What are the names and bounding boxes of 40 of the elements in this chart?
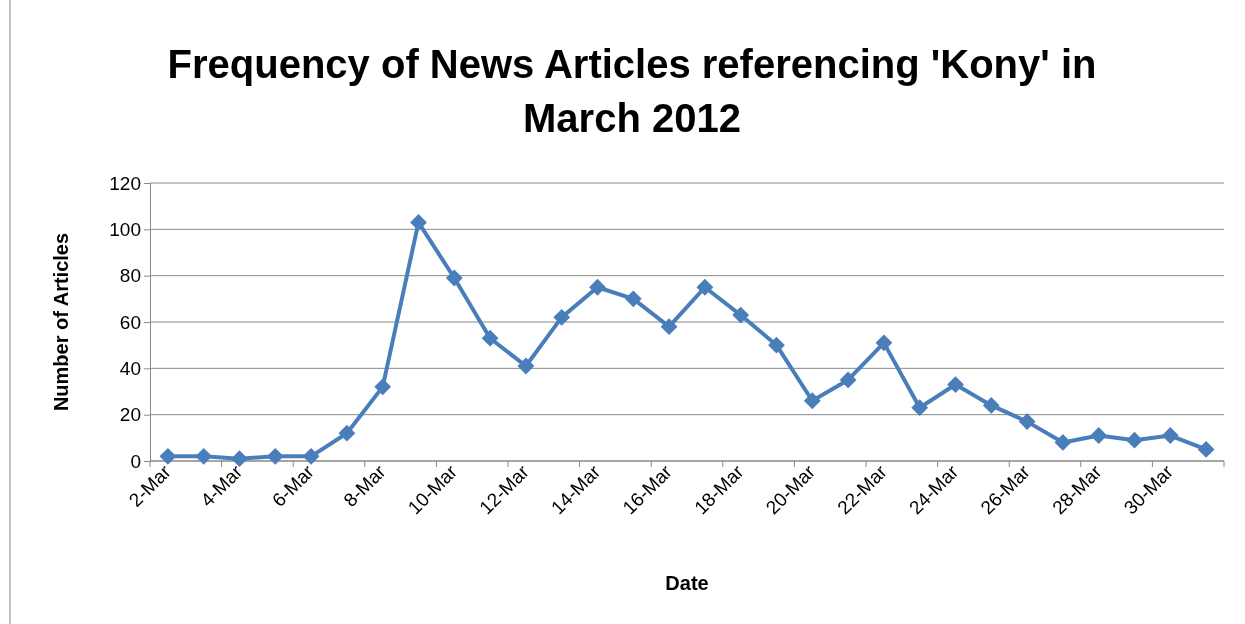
point bbox=[195, 447, 213, 465]
point bbox=[982, 397, 1000, 414]
point bbox=[839, 371, 857, 389]
point bbox=[410, 213, 427, 231]
point bbox=[517, 357, 535, 375]
point bbox=[875, 334, 893, 352]
point bbox=[911, 399, 929, 417]
point bbox=[1054, 434, 1072, 451]
point bbox=[302, 447, 320, 465]
point bbox=[947, 376, 964, 393]
y-tick-label: 40 bbox=[119, 357, 141, 379]
y-tick-label: 20 bbox=[119, 404, 141, 426]
point bbox=[589, 278, 606, 296]
y-tick-label: 100 bbox=[109, 218, 141, 240]
point bbox=[266, 447, 284, 465]
point bbox=[1161, 427, 1179, 444]
point bbox=[1126, 431, 1143, 449]
point bbox=[696, 278, 714, 296]
point bbox=[231, 450, 248, 468]
chart-title: Frequency of News Articles referencing 'Kony' in March 2012 bbox=[167, 42, 1097, 140]
point bbox=[338, 424, 356, 442]
y-tick-label: 120 bbox=[109, 172, 141, 194]
point bbox=[732, 306, 750, 324]
point bbox=[481, 329, 499, 347]
y-axis-title: Number of Articles bbox=[50, 232, 72, 412]
point bbox=[624, 290, 642, 308]
point bbox=[803, 392, 821, 410]
y-tick-label: 80 bbox=[119, 265, 141, 287]
point bbox=[159, 447, 177, 465]
point bbox=[768, 336, 785, 354]
point bbox=[1090, 427, 1108, 444]
point bbox=[660, 318, 678, 336]
point bbox=[445, 269, 463, 287]
point bbox=[553, 308, 571, 326]
point bbox=[1018, 413, 1036, 431]
y-tick-label: 60 bbox=[119, 311, 141, 333]
point bbox=[374, 378, 392, 396]
x-axis-title: Date bbox=[665, 572, 709, 594]
y-tick-label: 0 bbox=[130, 450, 141, 472]
point bbox=[1197, 441, 1215, 458]
